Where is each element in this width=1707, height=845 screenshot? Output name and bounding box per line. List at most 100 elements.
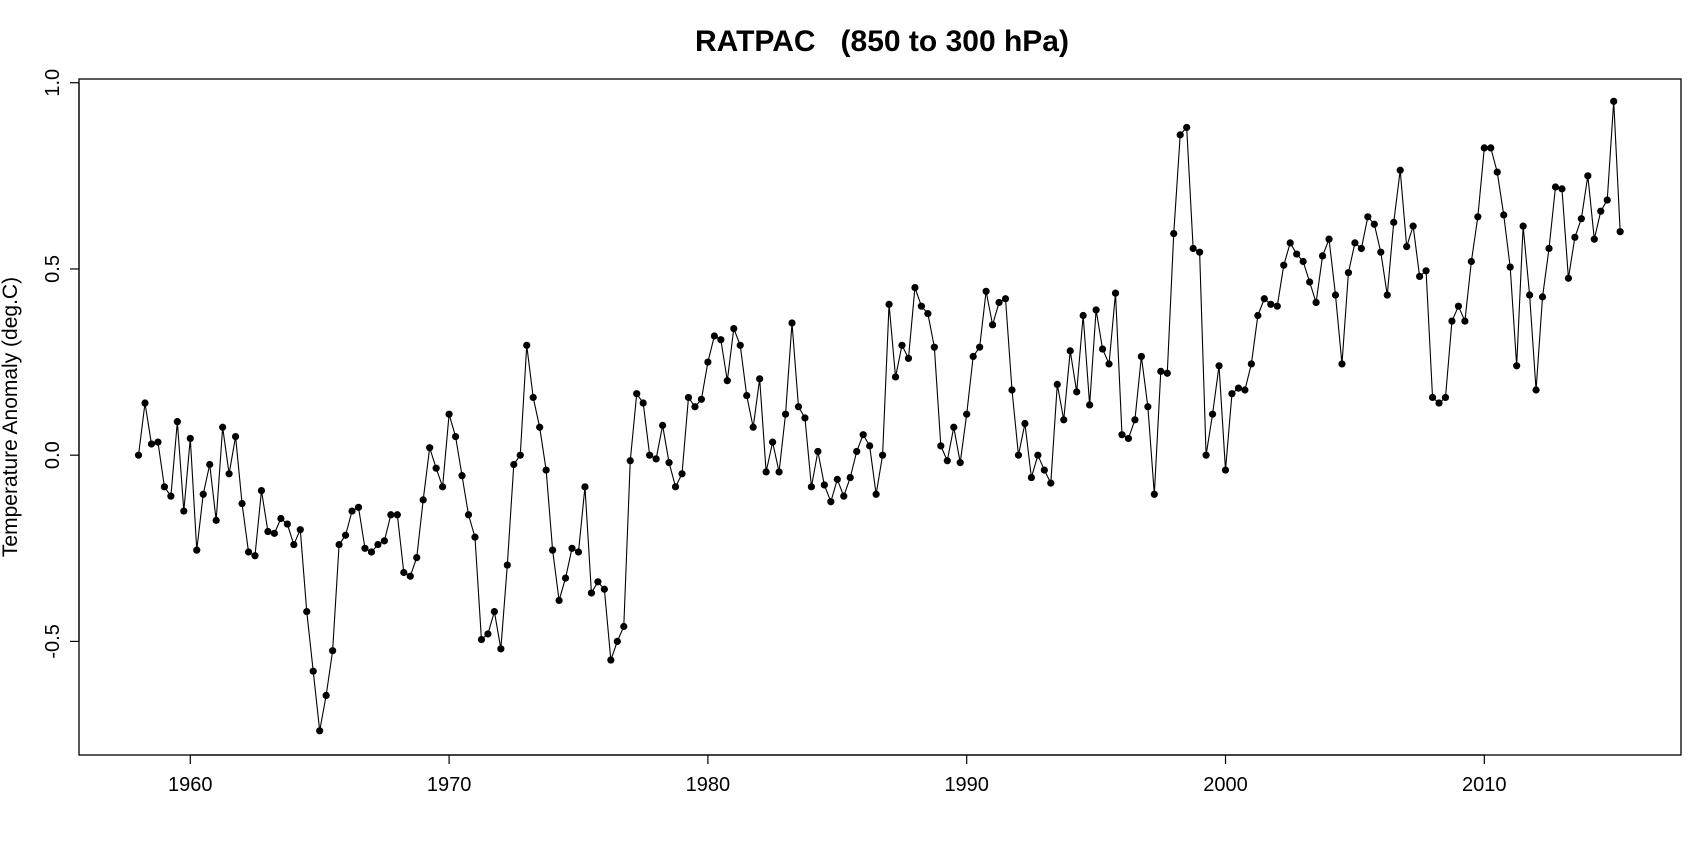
- data-point: [982, 287, 990, 295]
- data-point: [244, 548, 253, 556]
- data-point: [1170, 229, 1178, 238]
- data-point: [1241, 386, 1249, 394]
- y-axis: -0.5 0.0 0.5 1.0: [42, 69, 80, 659]
- data-point: [1487, 144, 1495, 152]
- data-point: [270, 529, 278, 537]
- data-point: [1196, 248, 1204, 256]
- data-point: [329, 647, 337, 655]
- data-point: [878, 451, 887, 459]
- data-point: [225, 470, 233, 478]
- data-point: [1357, 244, 1365, 253]
- data-point: [607, 656, 615, 664]
- data-point: [1409, 222, 1417, 230]
- data-point: [335, 540, 343, 549]
- data-point: [911, 283, 919, 292]
- data-point: [484, 630, 492, 638]
- data-point: [1493, 168, 1501, 176]
- data-point: [1325, 235, 1333, 243]
- data-point: [322, 691, 330, 700]
- data-point: [303, 608, 311, 616]
- data-point: [814, 447, 822, 456]
- y-tick-label: 0.0: [42, 441, 64, 469]
- data-point: [1092, 306, 1100, 314]
- data-point: [1551, 183, 1560, 191]
- data-point: [1441, 393, 1450, 402]
- data-point: [497, 645, 505, 653]
- data-point: [917, 302, 926, 310]
- data-point: [730, 324, 738, 333]
- data-point: [574, 548, 583, 556]
- data-point: [1331, 291, 1340, 299]
- data-point: [1208, 410, 1217, 418]
- data-point: [665, 459, 673, 467]
- data-point: [704, 358, 712, 366]
- data-point: [1105, 360, 1113, 368]
- data-point: [1163, 369, 1171, 377]
- data-point: [885, 300, 893, 308]
- data-point: [1338, 360, 1346, 368]
- data-point: [781, 410, 790, 418]
- data-point: [316, 727, 324, 735]
- data-point: [413, 554, 421, 562]
- data-point: [238, 500, 246, 508]
- data-point: [1474, 213, 1482, 221]
- data-point: [613, 637, 621, 646]
- data-point: [866, 442, 874, 450]
- data-point: [471, 533, 479, 541]
- data-point: [1370, 220, 1378, 228]
- data-point: [1428, 393, 1437, 402]
- data-point: [1306, 278, 1314, 286]
- data-point: [134, 451, 143, 459]
- data-point: [1053, 380, 1061, 389]
- data-point: [1254, 311, 1262, 320]
- data-point: [296, 526, 304, 534]
- data-point: [749, 423, 757, 431]
- data-point: [367, 548, 376, 556]
- data-point: [950, 423, 958, 431]
- x-tick-label: 1960: [168, 774, 213, 796]
- data-point: [717, 336, 725, 344]
- data-point: [387, 511, 395, 519]
- data-point: [1189, 244, 1197, 253]
- data-point: [1273, 302, 1281, 310]
- data-point: [943, 457, 951, 465]
- data-point: [1021, 419, 1029, 428]
- data-point: [697, 395, 706, 403]
- data-point: [587, 589, 596, 597]
- y-tick-label: 0.5: [42, 255, 64, 283]
- data-point: [426, 444, 434, 452]
- data-point: [833, 475, 841, 483]
- data-point: [147, 440, 156, 448]
- data-point: [1571, 233, 1579, 241]
- data-point: [277, 514, 285, 523]
- data-point: [1073, 388, 1081, 396]
- data-point: [432, 464, 440, 472]
- data-point: [581, 483, 589, 491]
- series-line: [137, 100, 1621, 732]
- data-point: [1383, 291, 1391, 299]
- data-point: [827, 498, 835, 506]
- data-point: [219, 423, 227, 431]
- data-point: [1131, 416, 1139, 424]
- data-point: [1545, 244, 1553, 253]
- data-point: [536, 423, 544, 431]
- x-axis: 1960 1970 1980 1990 2000 2010: [168, 754, 1507, 796]
- data-point: [736, 341, 744, 349]
- data-point: [853, 447, 861, 456]
- data-point: [503, 561, 511, 569]
- data-point: [477, 635, 486, 644]
- data-point: [199, 490, 207, 498]
- data-point: [400, 568, 408, 577]
- data-point: [549, 546, 557, 554]
- data-point: [1001, 295, 1010, 303]
- data-point: [568, 544, 576, 552]
- data-point: [762, 468, 770, 476]
- data-point: [594, 578, 602, 586]
- data-point: [193, 546, 201, 554]
- data-point: [820, 481, 828, 489]
- data-point: [1390, 218, 1398, 226]
- data-point: [956, 459, 964, 467]
- data-point: [988, 321, 997, 329]
- data-point: [1040, 466, 1048, 474]
- series-layer: [134, 97, 1624, 735]
